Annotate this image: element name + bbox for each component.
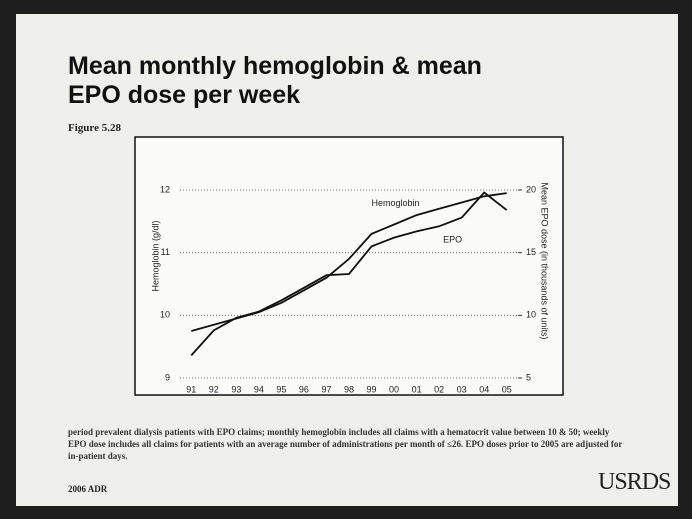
chart-frame [134, 136, 564, 396]
figure-number: Figure 5.28 [68, 122, 121, 134]
x-tick-label: 04 [479, 384, 489, 394]
y-tick-label: 10 [160, 310, 170, 320]
x-tick-label: 97 [321, 384, 331, 394]
y2-tick-label: 10 [526, 310, 536, 320]
x-tick-label: 99 [367, 384, 377, 394]
y-tick-label: 11 [161, 247, 170, 257]
x-tick-label: 00 [389, 384, 399, 394]
y2-axis-label: Mean EPO dose (in thousands of units) [540, 182, 550, 339]
x-tick-label: 93 [231, 384, 241, 394]
x-tick-label: 05 [502, 384, 512, 394]
chart: Hemoglobin (g/dl) Mean EPO dose (in thou… [134, 136, 564, 396]
x-tick-label: 96 [299, 384, 309, 394]
y-tick-label: 9 [165, 372, 170, 382]
footnote: period prevalent dialysis patients with … [68, 427, 623, 461]
y-tick-label: 12 [160, 184, 170, 194]
x-tick-label: 95 [276, 384, 286, 394]
title: Mean monthly hemoglobin & mean EPO dose … [68, 52, 482, 109]
x-tick-label: 94 [254, 384, 264, 394]
y2-tick-label: 5 [526, 372, 531, 382]
data-line [190, 191, 508, 357]
x-tick-label: 03 [457, 384, 467, 394]
series-label: EPO [443, 235, 462, 245]
slide: Mean monthly hemoglobin & mean EPO dose … [16, 14, 678, 506]
x-tick-label: 91 [186, 384, 196, 394]
x-tick-label: 98 [344, 384, 354, 394]
logo: USRDS [598, 469, 671, 495]
y2-tick-label: 20 [526, 184, 536, 194]
y2-tick-label: 15 [526, 247, 536, 257]
x-tick-label: 01 [412, 384, 422, 394]
x-tick-label: 92 [209, 384, 219, 394]
series-label: Hemoglobin [372, 198, 420, 208]
x-tick-label: 02 [434, 384, 444, 394]
source: 2006 ADR [68, 484, 108, 494]
y-axis-label: Hemoglobin (g/dl) [150, 220, 160, 291]
